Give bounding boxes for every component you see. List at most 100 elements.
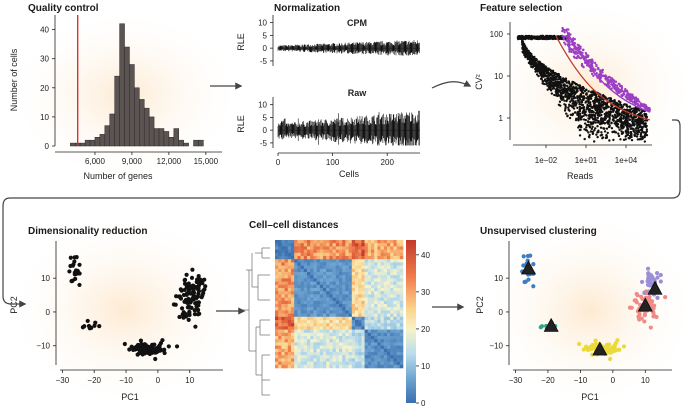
heatmap-cell [313,310,317,314]
fs-highlight-point [568,47,572,50]
heatmap-cell [316,281,321,286]
heatmap-cell [339,252,343,257]
heatmap-cell [345,262,349,266]
fs-point [553,93,556,97]
heatmap-cell [310,243,314,247]
heatmap-cell [371,240,375,244]
heatmap-cell [374,259,378,263]
uc-point [603,345,608,351]
heatmap-cell [303,364,308,369]
qc-bar [148,116,155,147]
heatmap-cell [335,275,340,279]
heatmap-cell [329,313,333,318]
fs-point [583,112,587,116]
fs-point [569,84,573,88]
heatmap-cell [329,275,333,279]
heatmap-cell [393,345,397,350]
fs-point [640,131,643,135]
heatmap-cell [303,304,308,308]
heatmap-cell [297,262,301,266]
uc-point [647,294,652,300]
heatmap-cell [297,278,301,282]
heatmap-cell [345,249,349,254]
heatmap-cell [399,300,404,305]
fs-point [644,122,647,125]
fs-highlight-point [625,94,628,98]
heatmap-cell [275,243,279,247]
fs-point [606,115,610,118]
heatmap-cell [310,252,314,257]
heatmap-cell [310,339,314,343]
heatmap-cell [358,352,362,356]
fs-point [595,104,598,107]
dr-point [191,288,196,294]
heatmap-cell [310,307,314,311]
heatmap-cell [310,336,314,340]
heatmap-cell [307,275,311,279]
heatmap-cell [335,281,340,286]
heatmap-cell [278,358,282,362]
heatmap-cell [380,320,385,324]
heatmap-cell [319,355,324,359]
fs-highlight-point [618,89,622,92]
fs-highlight-point [567,28,570,31]
heatmap-cell [310,265,314,270]
heatmap-cell [329,262,333,266]
heatmap-cell [291,345,295,350]
heatmap-cell [399,284,404,289]
heatmap-cell [361,320,365,324]
heatmap-cell [396,288,401,292]
heatmap-cell [380,352,385,356]
heatmap-cell [374,358,378,362]
heatmap-cell [326,310,330,314]
heatmap-cell [380,281,385,286]
heatmap-cell [377,313,381,318]
heatmap-cell [310,278,314,282]
heatmap-cell [284,278,289,282]
fs-point [574,83,578,86]
heatmap-cell [390,316,394,321]
heatmap-cell [355,288,359,292]
dr-point [72,272,77,277]
heatmap-cell [364,352,369,356]
raw-y-label: RLE [236,115,246,133]
heatmap-cell [310,268,314,273]
dr-point [201,291,206,296]
heatmap-cell [399,246,404,250]
uc-point [611,344,616,349]
fs-point [607,110,611,114]
fs-point [628,134,632,138]
cpm-y-label: RLE [236,33,246,51]
heatmap-cell [361,313,365,318]
fs-point [625,103,628,106]
fs-point [572,87,576,90]
heatmap-cell [287,284,292,289]
heatmap-cell [396,332,401,337]
heatmap-cell [335,313,340,318]
dr-x-ticks: −30 −20 −10 0 10 [56,370,195,385]
heatmap-cell [329,256,333,260]
heatmap-cell [300,294,305,298]
heatmap-cell [399,272,404,276]
heatmap-cell [323,272,327,276]
heatmap-cell [284,320,289,324]
heatmap-cell [399,256,404,260]
heatmap-cell [383,348,388,353]
heatmap-cell [399,265,404,270]
heatmap-cell [358,326,362,330]
heatmap-cell [300,332,305,337]
heatmap-cell [342,310,346,314]
dr-point [138,348,144,354]
heatmap-cell [303,288,308,292]
fs-point [633,107,636,110]
heatmap-cell [396,323,401,327]
heatmap-cell [399,240,404,244]
fs-highlight-point [634,102,638,105]
heatmap-cell [303,240,308,244]
heatmap-cell [313,294,317,298]
heatmap-cell [329,278,333,282]
heatmap-cell [303,249,308,254]
heatmap-cell [351,358,356,362]
fs-point [592,111,595,114]
heatmap-cell [316,297,321,302]
